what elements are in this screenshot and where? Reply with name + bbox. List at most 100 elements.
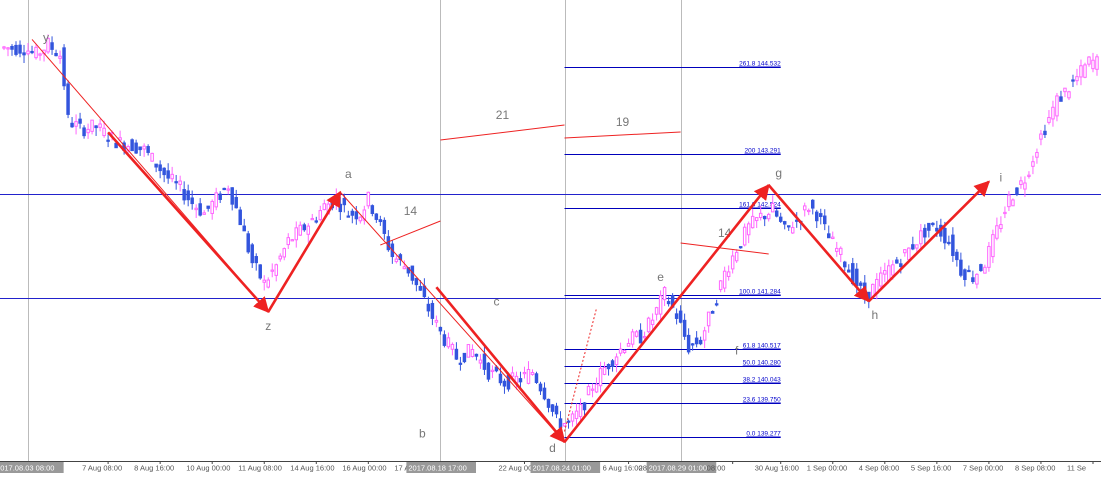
wave-point-z: z bbox=[265, 319, 271, 333]
projection-dotted-line bbox=[564, 308, 598, 432]
candle-body bbox=[578, 404, 583, 418]
candle-197 bbox=[815, 209, 819, 229]
candle-body bbox=[839, 247, 843, 255]
candle-189 bbox=[782, 220, 787, 230]
x-tick-label-20: 8 Sep 08:00 bbox=[1015, 464, 1055, 473]
candle-173 bbox=[718, 280, 723, 293]
candle-body bbox=[74, 121, 78, 127]
candle-body bbox=[951, 234, 955, 256]
candle-body bbox=[614, 356, 619, 366]
candle-135 bbox=[566, 419, 571, 429]
candle-219 bbox=[903, 249, 907, 257]
candle-51 bbox=[230, 187, 234, 211]
candle-body bbox=[1075, 76, 1079, 82]
candle-90 bbox=[386, 230, 391, 252]
candle-body bbox=[891, 264, 895, 276]
candle-125 bbox=[526, 361, 531, 385]
candle-19 bbox=[102, 120, 106, 138]
candle-body bbox=[827, 233, 831, 239]
candle-body bbox=[570, 413, 575, 422]
candle-body bbox=[686, 334, 691, 353]
candle-body bbox=[2, 46, 6, 49]
candle-body bbox=[622, 349, 627, 354]
candle-195 bbox=[806, 208, 811, 216]
candle-151 bbox=[630, 328, 635, 348]
candle--2 bbox=[18, 40, 22, 58]
candle-body bbox=[995, 225, 999, 239]
candle-140 bbox=[586, 384, 591, 396]
candle-246 bbox=[1011, 198, 1015, 207]
candle-body bbox=[690, 343, 695, 346]
candle-176 bbox=[730, 250, 735, 274]
candle-251 bbox=[1031, 155, 1035, 175]
candle-body bbox=[230, 187, 234, 205]
candle-body bbox=[190, 197, 194, 205]
candle-body bbox=[158, 164, 162, 172]
candle-body bbox=[150, 152, 154, 162]
wave-arrow-3 bbox=[563, 183, 770, 443]
candle-115 bbox=[486, 362, 491, 382]
candle-182 bbox=[754, 217, 759, 229]
candle-body bbox=[478, 359, 483, 364]
candle-body bbox=[366, 191, 371, 207]
candle-body bbox=[446, 337, 451, 348]
fib-level-label-0: 261.8 144.532 bbox=[739, 61, 781, 68]
candle-32 bbox=[154, 163, 158, 173]
candle-body bbox=[626, 342, 631, 347]
candle-92 bbox=[394, 255, 399, 264]
candle-83 bbox=[358, 216, 363, 224]
candle-119 bbox=[502, 378, 507, 394]
candle-body bbox=[967, 269, 971, 273]
wave-point-h: h bbox=[871, 308, 878, 322]
candle-body bbox=[518, 378, 523, 383]
candle-body bbox=[238, 209, 242, 226]
candle-87 bbox=[374, 213, 379, 223]
candle-16 bbox=[90, 119, 94, 135]
candle-body bbox=[959, 259, 963, 276]
candle-body bbox=[458, 362, 463, 365]
candle-10 bbox=[66, 80, 70, 119]
candle-body bbox=[166, 170, 170, 179]
candle-body bbox=[402, 266, 407, 270]
candle-169 bbox=[702, 326, 707, 349]
candle-body bbox=[835, 247, 839, 252]
candle-213 bbox=[879, 266, 883, 289]
candle-183 bbox=[758, 205, 763, 221]
candle-body bbox=[1055, 95, 1059, 117]
candle-13 bbox=[78, 112, 82, 129]
candle-body bbox=[98, 123, 102, 128]
candle-187 bbox=[774, 208, 779, 218]
candle--6 bbox=[2, 45, 6, 51]
candle-body bbox=[250, 244, 254, 264]
candle-155 bbox=[646, 316, 651, 334]
candle-body bbox=[466, 344, 471, 358]
candle-63 bbox=[278, 253, 282, 262]
candle-body bbox=[522, 371, 527, 375]
candle-body bbox=[558, 418, 563, 429]
candle-44 bbox=[202, 210, 206, 215]
candle-156 bbox=[650, 313, 655, 331]
candle-163 bbox=[678, 305, 683, 324]
candle-239 bbox=[983, 264, 987, 274]
candle-190 bbox=[786, 225, 791, 231]
candle-48 bbox=[218, 191, 222, 203]
candle-body bbox=[802, 205, 807, 211]
candle-body bbox=[474, 353, 479, 357]
candle-body bbox=[935, 227, 939, 232]
candle-body bbox=[178, 180, 182, 185]
candle-108 bbox=[458, 356, 463, 371]
candle-220 bbox=[907, 247, 911, 261]
candle-body bbox=[170, 173, 174, 180]
candle-244 bbox=[1003, 206, 1007, 219]
candle-body bbox=[754, 217, 759, 222]
wave-point-a: a bbox=[345, 167, 352, 181]
candle-body bbox=[915, 244, 919, 249]
candle-221 bbox=[911, 236, 915, 251]
candle-body bbox=[746, 223, 751, 236]
candle-139 bbox=[582, 402, 587, 416]
candle-body bbox=[30, 50, 34, 54]
candle-body bbox=[114, 142, 118, 149]
candle-body bbox=[1051, 106, 1055, 120]
